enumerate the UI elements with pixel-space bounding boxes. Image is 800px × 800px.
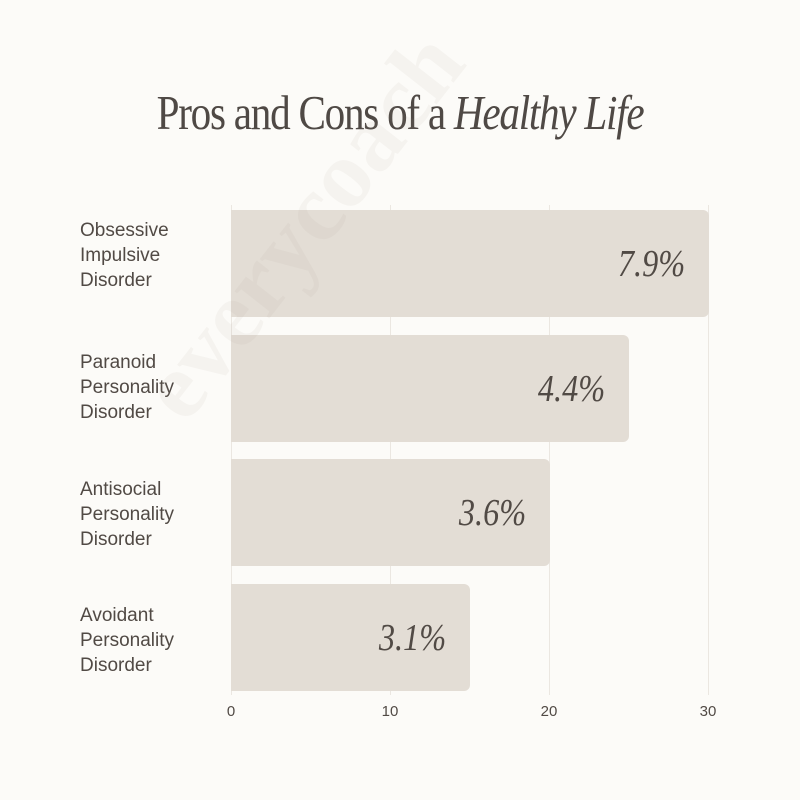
gridline-10 <box>390 205 391 695</box>
bar-value-label: 3.1% <box>378 616 446 659</box>
title-italic: Healthy Life <box>453 85 645 140</box>
label-line: Personality <box>80 504 174 525</box>
gridline-20 <box>549 205 550 695</box>
bar-0: 7.9% <box>231 210 709 317</box>
label-line: Paranoid <box>80 352 157 373</box>
bar-value-label: 3.6% <box>458 491 526 534</box>
label-line: Personality <box>80 630 174 651</box>
bar-value-label: 4.4% <box>537 367 605 410</box>
bar-2: 3.6% <box>231 459 550 566</box>
label-line: Obsessive <box>80 220 169 241</box>
x-tick-0: 0 <box>226 703 236 720</box>
label-line: Disorder <box>80 270 152 291</box>
category-label-2: Antisocial Personality Disorder <box>80 477 225 552</box>
label-line: Disorder <box>80 529 152 550</box>
chart-title: Pros and Cons of a Healthy Life <box>64 84 736 141</box>
label-line: Disorder <box>80 402 152 423</box>
label-line: Avoidant <box>80 605 154 626</box>
category-label-3: Avoidant Personality Disorder <box>80 603 225 678</box>
bar-value-label: 7.9% <box>617 242 685 285</box>
gridline-0 <box>231 205 232 695</box>
category-label-0: Obsessive Impulsive Disorder <box>80 218 225 293</box>
label-line: Impulsive <box>80 245 161 266</box>
bar-1: 4.4% <box>231 335 629 442</box>
label-line: Personality <box>80 377 174 398</box>
label-line: Antisocial <box>80 479 162 500</box>
bar-3: 3.1% <box>231 584 470 691</box>
plot-area: 7.9% 4.4% 3.6% 3.1% <box>231 205 709 695</box>
gridline-30 <box>708 205 709 695</box>
x-tick-20: 20 <box>540 703 558 720</box>
title-regular: Pros and Cons of a <box>156 85 454 140</box>
category-label-1: Paranoid Personality Disorder <box>80 350 225 425</box>
x-tick-30: 30 <box>699 703 717 720</box>
label-line: Disorder <box>80 655 152 676</box>
x-tick-10: 10 <box>381 703 399 720</box>
